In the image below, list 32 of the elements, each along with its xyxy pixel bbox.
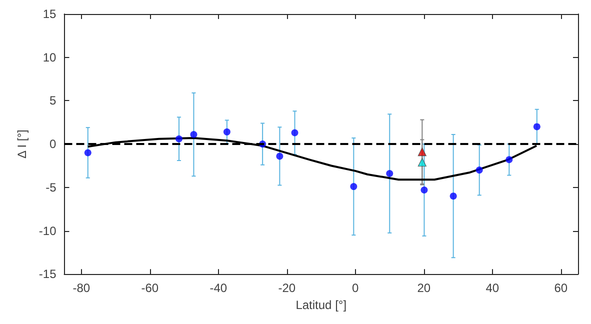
x-tick-label: 20 xyxy=(417,281,431,296)
x-tick-label: -60 xyxy=(141,281,159,296)
y-tick-label: 10 xyxy=(42,50,57,64)
point xyxy=(418,148,426,156)
x-tick-label: 0 xyxy=(352,281,360,296)
point xyxy=(276,152,284,160)
point xyxy=(418,158,426,167)
point xyxy=(175,135,182,142)
y-axis-title: Δ I [°] xyxy=(15,130,29,158)
point xyxy=(350,183,358,190)
y-tick-label: -5 xyxy=(46,180,57,194)
point xyxy=(420,186,428,194)
point xyxy=(506,156,513,164)
point xyxy=(291,129,298,136)
x-axis-title: Latitud [°] xyxy=(296,298,347,312)
point xyxy=(223,128,230,136)
point xyxy=(533,123,540,130)
point xyxy=(190,131,198,138)
y-tick-label: 5 xyxy=(50,94,57,108)
point xyxy=(476,166,483,174)
point xyxy=(450,192,457,200)
point xyxy=(386,170,394,178)
y-tick-label: -15 xyxy=(38,267,57,282)
x-tick-label: -40 xyxy=(210,281,228,296)
x-tick-label: 60 xyxy=(554,281,568,296)
x-tick-label: 40 xyxy=(486,281,500,296)
point xyxy=(84,149,92,156)
x-tick-label: -80 xyxy=(72,281,90,296)
y-tick-label: -10 xyxy=(38,224,57,238)
y-tick-label: 15 xyxy=(42,7,57,21)
x-tick-label: -20 xyxy=(278,281,296,296)
y-tick-label: 0 xyxy=(50,137,57,152)
